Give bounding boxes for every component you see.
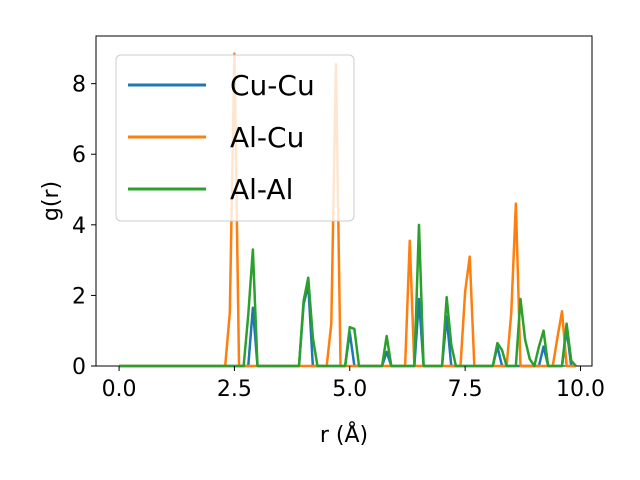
series-layer — [119, 52, 577, 368]
y-tick-label: 8 — [72, 73, 86, 98]
series-line-al-al — [119, 223, 577, 368]
x-tick-label: 10.0 — [556, 377, 605, 402]
x-axis-label: r (Å) — [320, 421, 368, 448]
x-tick-label: 5.0 — [332, 377, 367, 402]
y-axis: 0 2 4 6 8 — [72, 73, 96, 380]
y-tick-label: 4 — [72, 214, 86, 239]
y-axis-label: g(r) — [39, 181, 64, 221]
y-tick-label: 0 — [72, 355, 86, 380]
x-tick-label: 7.5 — [448, 377, 483, 402]
legend: Cu-Cu Al-Cu Al-Al — [115, 54, 355, 222]
y-tick-label: 6 — [72, 143, 86, 168]
y-tick-label: 2 — [72, 284, 86, 309]
x-axis: 0.0 2.5 5.0 7.5 10.0 — [102, 366, 605, 402]
x-tick-label: 0.0 — [102, 377, 137, 402]
legend-label-al-al: Al-Al — [230, 173, 293, 206]
x-tick-label: 2.5 — [217, 377, 252, 402]
legend-label-al-cu: Al-Cu — [230, 121, 304, 154]
legend-label-cu-cu: Cu-Cu — [230, 69, 315, 102]
legend-box — [115, 54, 355, 222]
